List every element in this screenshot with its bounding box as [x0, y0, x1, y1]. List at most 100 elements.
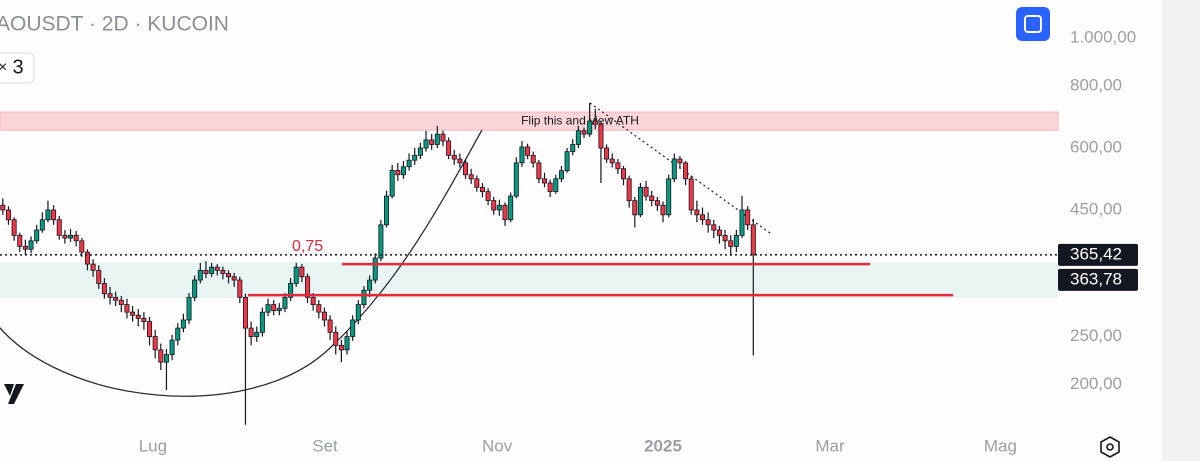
candle-body — [96, 269, 102, 284]
candle-body — [209, 266, 215, 274]
candle-body — [118, 299, 124, 305]
candle-body — [163, 354, 169, 363]
candle-body — [384, 195, 390, 226]
candle-body — [141, 317, 147, 322]
candle-body — [434, 133, 440, 145]
x-tick-label: Mag — [984, 436, 1017, 455]
candle-body — [637, 186, 643, 216]
candle-body — [745, 209, 751, 226]
candle-body — [496, 204, 502, 211]
candle-body — [694, 209, 700, 216]
candle-body — [259, 311, 265, 333]
interval-box[interactable] — [0, 52, 35, 84]
candle-body — [248, 327, 254, 337]
candle-body — [654, 200, 660, 206]
candle-body — [598, 123, 604, 149]
candle-body — [491, 200, 497, 211]
candle-body — [62, 234, 68, 239]
candle-body — [463, 162, 469, 176]
x-tick-label: Lug — [139, 436, 167, 455]
candle-body — [683, 162, 689, 180]
candle-body — [113, 296, 119, 301]
candle-body — [147, 321, 153, 337]
candle-body — [73, 234, 79, 242]
candle-body — [107, 293, 113, 298]
candle-body — [547, 182, 553, 193]
candle-body — [564, 151, 570, 172]
candle-body — [237, 279, 243, 298]
candle-body — [101, 282, 107, 295]
fullscreen-button[interactable] — [1016, 7, 1050, 41]
candle-body — [525, 146, 531, 156]
candle-body — [423, 139, 429, 149]
candle-body — [446, 140, 452, 156]
candle-body — [152, 336, 158, 351]
candle-body — [705, 219, 711, 226]
candle-body — [34, 229, 40, 242]
candle-body — [750, 224, 756, 256]
candle-body — [722, 234, 728, 242]
candle-body — [592, 120, 598, 125]
candle-body — [536, 162, 542, 180]
candle-body — [513, 162, 519, 197]
candle-body — [79, 240, 85, 253]
candle-body — [39, 219, 45, 231]
candle-body — [406, 159, 412, 168]
candle-body — [175, 327, 181, 341]
candle-body — [643, 186, 649, 197]
close-x: × — [0, 59, 7, 76]
candle-body — [124, 304, 130, 313]
candle-body — [68, 234, 74, 239]
x-tick-label: Mar — [815, 436, 845, 455]
candle-body — [17, 234, 23, 247]
candle-body — [400, 166, 406, 176]
candle-body — [265, 304, 271, 313]
candle-body — [367, 279, 373, 291]
candle-body — [728, 240, 734, 247]
y-tick-label: 250,00 — [1070, 326, 1122, 345]
candle-body — [197, 269, 203, 281]
candle-body — [276, 307, 282, 312]
candle-body — [688, 178, 694, 211]
candle-body — [361, 289, 367, 305]
candle-body — [355, 304, 361, 321]
candle-body — [51, 209, 57, 221]
candle-body — [700, 214, 706, 221]
candle-body — [711, 224, 717, 231]
candle-body — [553, 178, 559, 193]
candle-body — [56, 219, 62, 236]
candle-body — [130, 311, 136, 316]
candle-body — [338, 344, 344, 351]
candle-body — [180, 319, 186, 329]
candle-body — [451, 154, 457, 160]
second-price-label: 363,78 — [1070, 269, 1122, 288]
candle-body — [299, 266, 305, 278]
candle-body — [11, 219, 17, 236]
price-box — [1058, 243, 1138, 266]
candle-body — [305, 276, 311, 298]
candle-body — [581, 130, 587, 135]
candle-body — [575, 130, 581, 145]
interval-badge: 3 — [12, 56, 23, 78]
candle-body — [344, 336, 350, 351]
settings-icon[interactable] — [1100, 436, 1120, 458]
candle-body — [45, 209, 51, 221]
candle-body — [316, 304, 322, 313]
candle-body — [632, 200, 638, 216]
candle-body — [457, 158, 463, 164]
y-tick-label: 200,00 — [1070, 374, 1122, 393]
candle-body — [677, 158, 683, 164]
candle-body — [412, 154, 418, 161]
candle-body — [350, 319, 356, 337]
candle-body — [615, 162, 621, 170]
candle-body — [519, 146, 525, 164]
candle-body — [169, 339, 175, 355]
candle-body — [429, 139, 435, 145]
candle-body — [716, 229, 722, 236]
x-tick-label: 2025 — [644, 436, 682, 455]
candle-body — [609, 158, 615, 164]
candle-body — [666, 178, 672, 216]
candle-body — [333, 331, 339, 346]
candle-body — [671, 158, 677, 180]
